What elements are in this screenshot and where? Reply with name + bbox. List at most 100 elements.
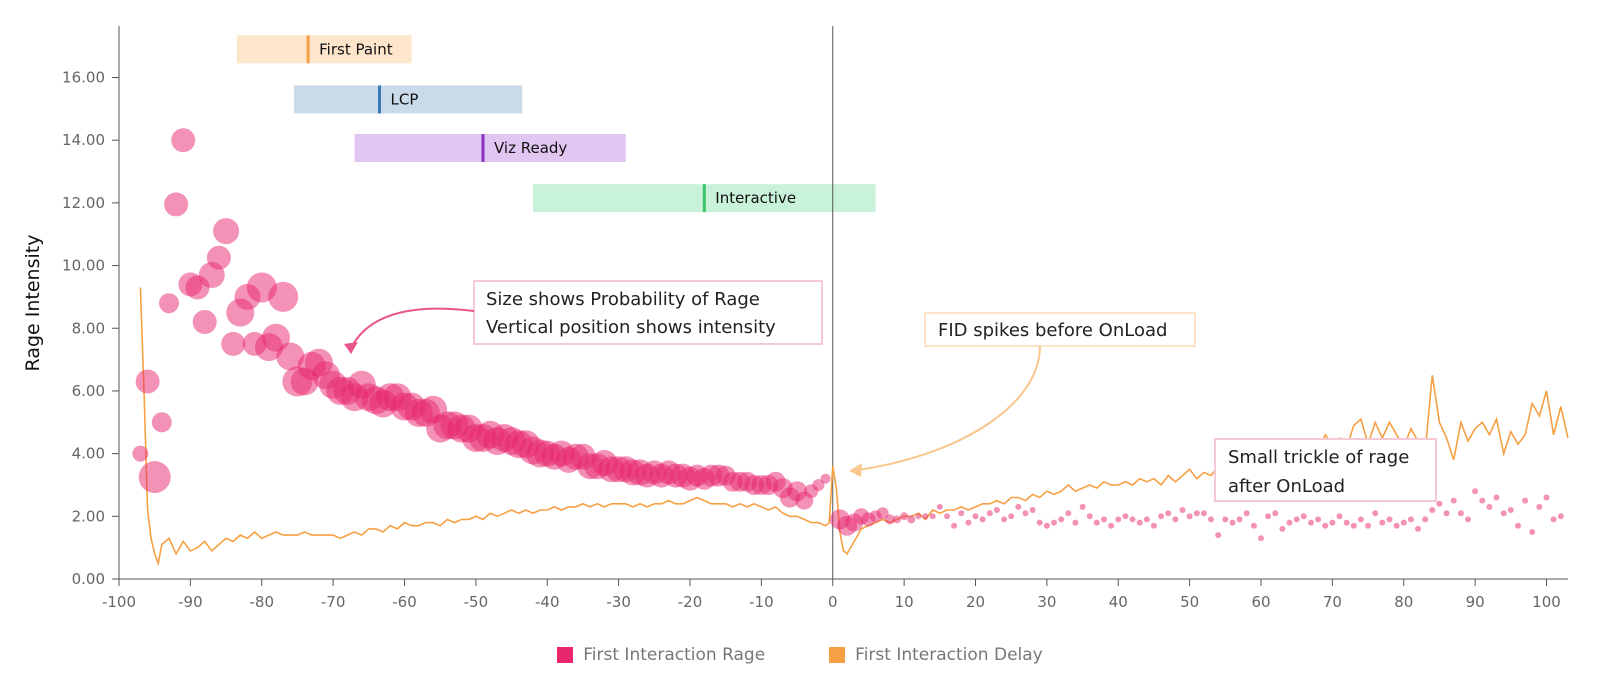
legend-swatch-rage [557, 647, 574, 663]
x-tick-label: 80 [1394, 593, 1413, 611]
annotation-arrow [350, 307, 475, 349]
rage-point [1215, 532, 1222, 539]
rage-point [1522, 497, 1529, 504]
y-tick-label: 12.00 [62, 194, 105, 212]
rage-point [876, 507, 889, 520]
rage-point [1072, 519, 1079, 526]
rage-point [1293, 516, 1300, 523]
annotation-line: Size shows Probability of Rage [486, 289, 760, 310]
milestone-band [293, 85, 523, 114]
rage-point [1029, 507, 1036, 513]
rage-point [1165, 510, 1172, 517]
rage-point [820, 473, 831, 484]
legend-label-rage: First Interaction Rage [583, 645, 766, 665]
rage-point [1400, 519, 1407, 526]
rage-point [929, 513, 936, 520]
annotation-small-trickle: Small trickle of rage after OnLoad [1214, 438, 1437, 502]
rage-point [221, 331, 246, 356]
rage-point [1150, 522, 1157, 529]
rage-point [1515, 522, 1521, 529]
rage-point [893, 515, 901, 524]
annotation-arrow [857, 345, 1041, 471]
annotation-arrowhead [344, 342, 358, 354]
rage-point [1450, 497, 1457, 504]
rage-point [1386, 516, 1393, 523]
rage-point [1136, 519, 1143, 526]
rage-point [1129, 516, 1136, 523]
rage-point [1222, 516, 1229, 523]
rage-point [1008, 513, 1015, 520]
rage-point [135, 369, 160, 394]
rage-point [1472, 488, 1479, 495]
rage-point [1115, 516, 1122, 523]
rage-point [1529, 529, 1536, 535]
rage-point [972, 513, 979, 520]
rage-point [1300, 513, 1307, 520]
x-tick-label: 10 [895, 593, 914, 611]
rage-point [1001, 516, 1008, 523]
rage-point [1243, 510, 1250, 517]
rage-point [1208, 516, 1214, 523]
rage-point [1336, 513, 1343, 520]
rage-point [1193, 510, 1200, 517]
x-tick-label: -30 [606, 593, 631, 611]
legend-item-rage[interactable]: First Interaction Rage [557, 645, 765, 665]
axes [118, 26, 1568, 580]
first-interaction-rage-points [132, 128, 1564, 542]
rage-point [1065, 510, 1072, 517]
rage-point [1443, 510, 1450, 517]
rage-point [1200, 510, 1207, 517]
annotation-line: FID spikes before OnLoad [938, 320, 1167, 341]
rage-point [1365, 522, 1372, 529]
rage-point [1036, 519, 1043, 526]
rage-point [138, 461, 171, 494]
annotation-line: Vertical position shows intensity [486, 317, 776, 338]
milestone-marker [481, 134, 485, 163]
rage-point [1457, 510, 1464, 517]
rage-point [1415, 525, 1421, 532]
rage-point [1372, 510, 1379, 517]
x-tick-label: -60 [392, 593, 417, 611]
rage-point [213, 218, 240, 245]
milestone-marker [306, 35, 310, 64]
rage-point [164, 192, 189, 217]
x-tick-label: 100 [1532, 593, 1561, 611]
x-tick-label: 30 [1037, 593, 1056, 611]
rage-point [1079, 503, 1086, 510]
rage-point [1407, 516, 1414, 523]
rage-point [1236, 516, 1243, 523]
rage-point [1465, 516, 1471, 523]
milestone-marker [702, 184, 706, 213]
y-tick-label: 16.00 [62, 69, 105, 87]
x-tick-label: -20 [678, 593, 703, 611]
rage-point [965, 519, 972, 526]
annotation-line: after OnLoad [1228, 476, 1345, 497]
x-tick-label: -40 [535, 593, 560, 611]
legend-item-delay[interactable]: First Interaction Delay [829, 645, 1043, 665]
rage-point [1308, 519, 1314, 526]
rage-point [884, 514, 895, 525]
rage-point [993, 507, 1000, 513]
x-tick-label: -80 [250, 593, 275, 611]
rage-point [1229, 519, 1236, 526]
rage-point [958, 510, 965, 517]
rage-point [1093, 519, 1100, 526]
x-axis-ticks: -100 -90 -80 -70 -60 -50 -40 -30 -20 -10 0 10 20 30 40… [102, 579, 1561, 611]
rage-point [1536, 503, 1543, 510]
rage-point [1557, 513, 1564, 520]
rage-point [1550, 516, 1557, 523]
y-tick-label: 2.00 [72, 507, 105, 525]
y-tick-label: 0.00 [72, 570, 105, 588]
rage-point [812, 479, 825, 491]
rage-point [1043, 522, 1050, 529]
rage-point [206, 245, 231, 270]
rage-point [1101, 516, 1107, 523]
rage-point [1258, 535, 1264, 542]
y-tick-label: 4.00 [72, 445, 105, 463]
x-tick-label: 70 [1323, 593, 1342, 611]
rage-point [915, 513, 922, 520]
rage-point [1286, 519, 1293, 526]
rage-point [979, 516, 986, 523]
rage-point [1507, 507, 1514, 513]
